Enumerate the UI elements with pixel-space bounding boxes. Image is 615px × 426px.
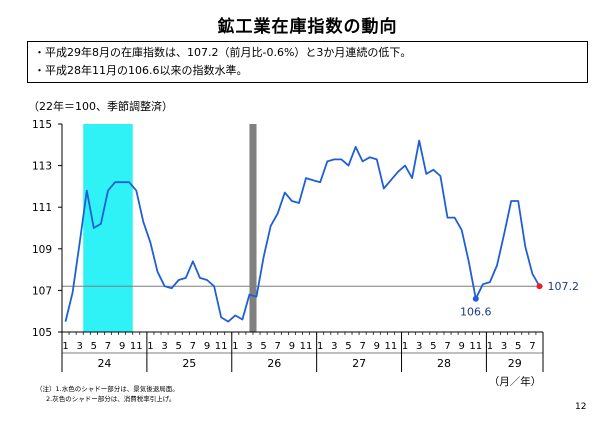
low-value-label: 106.6 [460, 306, 492, 319]
month-label: 11 [130, 341, 143, 352]
year-label: 29 [508, 357, 522, 370]
month-label: 3 [246, 341, 252, 352]
summary-box: ・平成29年8月の在庫指数は、107.2（前月比-0.6%）と3か月連続の低下。… [27, 41, 588, 83]
summary-line-2: ・平成28年11月の106.6以来の指数水準。 [34, 64, 248, 77]
x-axis-label: （月／年） [489, 375, 542, 388]
month-label: 7 [359, 341, 365, 352]
month-label: 5 [176, 341, 182, 352]
shaded-period-recession [83, 124, 133, 332]
month-label: 7 [105, 341, 111, 352]
year-label: 27 [352, 357, 366, 370]
month-label: 3 [501, 341, 507, 352]
month-label: 11 [469, 341, 482, 352]
month-label: 9 [289, 341, 295, 352]
month-label: 1 [232, 341, 238, 352]
month-label: 7 [190, 341, 196, 352]
month-label: 5 [345, 341, 351, 352]
unit-label: （22年＝100、季節調整済） [28, 100, 173, 113]
month-label: 7 [275, 341, 281, 352]
month-label: 3 [331, 341, 337, 352]
year-label: 26 [267, 357, 281, 370]
footnotes: （注）1.水色のシャドー部分は、景気後退局面。 2.灰色のシャドー部分は、消費税… [36, 384, 179, 404]
month-label: 7 [444, 341, 450, 352]
page-title: 鉱工業在庫指数の動向 [217, 17, 398, 37]
month-label: 5 [91, 341, 97, 352]
y-tick-label: 113 [32, 161, 52, 173]
month-label: 3 [76, 341, 82, 352]
y-tick-label: 105 [32, 327, 52, 339]
month-label: 11 [385, 341, 398, 352]
month-label: 5 [260, 341, 266, 352]
month-label: 11 [215, 341, 228, 352]
y-tick-label: 111 [32, 202, 52, 214]
month-label: 11 [300, 341, 313, 352]
month-label: 1 [147, 341, 153, 352]
month-label: 1 [62, 341, 68, 352]
month-label: 9 [204, 341, 210, 352]
month-label: 7 [529, 341, 535, 352]
footnote-1: （注）1.水色のシャドー部分は、景気後退局面。 [36, 385, 179, 393]
page-number: 12 [575, 402, 587, 412]
month-label: 1 [317, 341, 323, 352]
latest-point-marker [536, 283, 543, 290]
month-label: 5 [515, 341, 521, 352]
month-label: 9 [374, 341, 380, 352]
year-label: 25 [182, 357, 196, 370]
month-label: 3 [161, 341, 167, 352]
year-label: 24 [97, 357, 111, 370]
year-label: 28 [437, 357, 451, 370]
low-point-marker [472, 295, 479, 302]
series-line [64, 139, 541, 323]
y-tick-label: 107 [32, 285, 52, 297]
summary-line-1: ・平成29年8月の在庫指数は、107.2（前月比-0.6%）と3か月連続の低下。 [34, 46, 412, 59]
shaded-period-consumption-tax [249, 124, 257, 332]
month-label: 1 [487, 341, 493, 352]
month-label: 9 [458, 341, 464, 352]
latest-value-label: 107.2 [547, 280, 579, 293]
month-label: 1 [402, 341, 408, 352]
footnote-2: 2.灰色のシャドー部分は、消費税率引上げ。 [46, 395, 176, 403]
y-tick-label: 115 [32, 119, 52, 131]
month-label: 5 [430, 341, 436, 352]
month-label: 3 [416, 341, 422, 352]
month-label: 9 [119, 341, 125, 352]
y-tick-label: 109 [32, 244, 52, 256]
